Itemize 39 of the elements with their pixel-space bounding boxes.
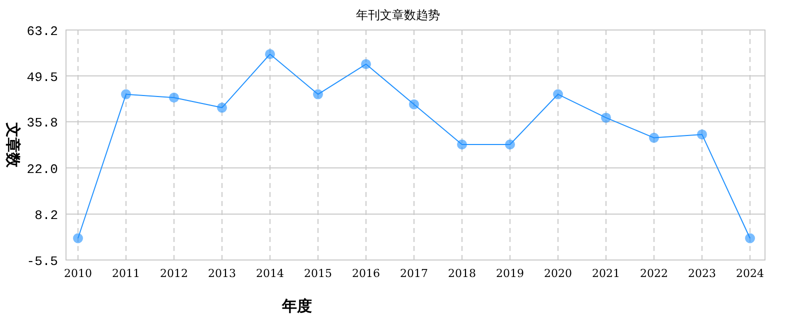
x-tick-label: 2011 [112, 267, 140, 280]
point [697, 129, 707, 140]
x-tick-label: 2024 [736, 267, 764, 280]
y-axis-title: 文章数 [4, 122, 22, 168]
y-tick-label: 35.8 [26, 116, 58, 131]
point [553, 89, 563, 100]
x-tick-label: 2016 [352, 267, 380, 280]
y-tick-label: -5.5 [26, 254, 58, 269]
x-tick-label: 2014 [256, 267, 284, 280]
x-axis-title: 年度 [281, 297, 312, 315]
x-tick-label: 2019 [496, 267, 524, 280]
x-tick-label: 2023 [688, 267, 716, 280]
chart-title: 年刊文章数趋势 [356, 8, 440, 22]
point [73, 233, 83, 244]
point [601, 112, 611, 123]
point [457, 140, 467, 150]
point [649, 132, 659, 143]
x-tick-label: 2010 [64, 267, 92, 280]
point [409, 99, 419, 110]
point [313, 89, 323, 100]
x-tick-label: 2015 [304, 267, 332, 280]
point [505, 140, 515, 150]
point [217, 102, 227, 113]
point [121, 89, 131, 100]
y-tick-label: 22.0 [26, 162, 58, 177]
x-tick-label: 2022 [640, 267, 668, 280]
point [169, 92, 179, 103]
x-tick-label: 2018 [448, 267, 476, 280]
point [745, 233, 755, 244]
x-tick-label: 2020 [544, 267, 572, 280]
y-tick-label: 63.2 [26, 24, 58, 39]
y-tick-label: 49.5 [26, 70, 58, 85]
x-tick-label: 2017 [400, 267, 428, 280]
point [265, 49, 275, 60]
y-tick-label: 8.2 [34, 208, 58, 224]
x-tick-label: 2012 [160, 267, 188, 280]
point [361, 59, 371, 70]
x-tick-label: 2013 [208, 267, 236, 280]
x-tick-label: 2021 [592, 267, 620, 280]
